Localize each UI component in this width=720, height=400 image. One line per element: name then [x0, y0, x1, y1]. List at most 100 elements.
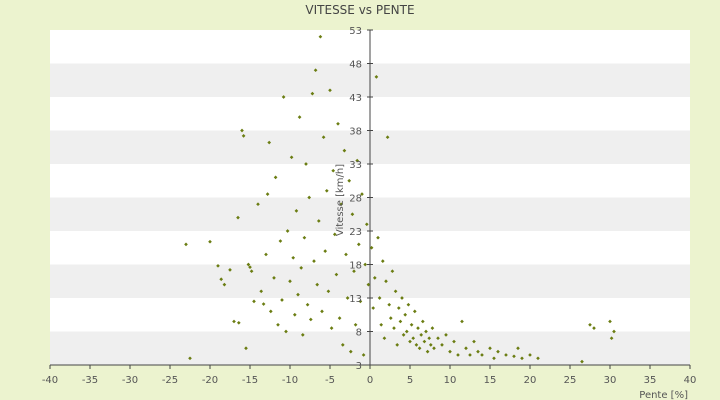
y-tick-label: 8: [356, 328, 362, 339]
data-point: [307, 195, 312, 200]
data-point: [492, 356, 496, 361]
data-point: [408, 339, 412, 344]
data-point: [428, 343, 433, 347]
data-point: [304, 162, 308, 166]
data-point: [363, 262, 368, 267]
data-point: [337, 316, 342, 320]
data-point: [340, 343, 345, 347]
data-point: [252, 299, 256, 304]
data-points: [184, 34, 616, 364]
data-point: [444, 333, 448, 337]
data-point: [377, 296, 382, 300]
data-point: [387, 302, 392, 307]
y-tick-label: 18: [349, 261, 362, 272]
y-tick-label: 3: [356, 361, 362, 372]
data-point: [425, 349, 430, 354]
data-point: [236, 320, 241, 325]
data-point: [329, 326, 334, 330]
data-point: [364, 222, 369, 227]
x-tick-label: -15: [242, 375, 258, 386]
data-point: [339, 202, 344, 207]
x-tick-label: 40: [684, 375, 697, 386]
data-point: [326, 289, 331, 294]
x-tick-label: -40: [42, 375, 58, 386]
data-point: [328, 88, 332, 93]
data-point: [400, 296, 404, 300]
data-point: [281, 95, 286, 99]
data-point: [308, 317, 313, 322]
data-point: [288, 279, 292, 284]
data-point: [520, 356, 524, 361]
data-point: [232, 319, 236, 324]
x-tick-label: -20: [202, 375, 218, 386]
data-point: [312, 259, 316, 263]
data-point: [347, 178, 352, 183]
y-tick-label: 48: [349, 60, 362, 71]
y-axis-label: Vitesse [km/h]: [335, 164, 346, 236]
data-point: [305, 302, 310, 307]
data-point: [424, 329, 428, 334]
data-point: [345, 296, 350, 300]
data-point: [393, 289, 398, 294]
data-point: [371, 306, 376, 310]
data-point: [289, 155, 294, 160]
data-point: [412, 309, 417, 314]
data-point: [331, 168, 336, 173]
data-point: [536, 356, 540, 361]
x-tick-label: 25: [564, 375, 577, 386]
data-point: [392, 326, 396, 330]
data-point: [420, 319, 425, 324]
y-tick-label: 23: [349, 227, 362, 238]
data-point: [355, 158, 360, 163]
x-tick-label: 35: [644, 375, 657, 386]
x-tick-label: 20: [524, 375, 537, 386]
data-point: [464, 346, 468, 351]
data-point: [297, 115, 302, 119]
data-point: [259, 289, 264, 294]
data-point: [419, 333, 424, 337]
data-point: [398, 319, 403, 324]
data-point: [316, 219, 321, 223]
y-tick-label: 13: [349, 294, 362, 305]
data-point: [440, 343, 444, 347]
data-point: [267, 140, 272, 145]
data-point: [320, 309, 324, 314]
data-point: [272, 276, 276, 280]
data-point: [296, 292, 300, 297]
data-point: [280, 298, 284, 302]
data-point: [302, 235, 307, 240]
data-point: [249, 269, 254, 274]
tick-labels: -40 -35 -30 -25 -20 -15 -10 -5 0 5 10 15 20 25 30 35 40 3…: [42, 26, 697, 386]
data-point: [411, 336, 416, 341]
x-tick-label: -10: [282, 375, 298, 386]
data-point: [294, 209, 299, 213]
data-point: [406, 302, 411, 307]
data-point: [300, 333, 305, 337]
data-point: [291, 255, 296, 260]
x-tick-label: 0: [367, 375, 373, 386]
x-tick-label: -5: [325, 375, 335, 386]
data-point: [409, 322, 414, 327]
chart-title: VITESSE vs PENTE: [305, 3, 414, 17]
data-point: [348, 349, 353, 354]
data-point: [323, 249, 328, 253]
data-point: [216, 264, 220, 268]
data-point: [488, 346, 492, 351]
y-tick-label: 38: [349, 127, 362, 138]
data-point: [321, 135, 326, 140]
y-tick-label: 53: [349, 26, 362, 37]
data-point: [612, 329, 616, 334]
data-point: [236, 215, 240, 220]
data-point: [580, 359, 584, 364]
data-point: [416, 326, 420, 330]
data-point: [468, 353, 472, 357]
data-point: [376, 235, 380, 240]
data-point: [332, 232, 337, 237]
data-point: [352, 269, 356, 274]
data-point: [228, 268, 232, 272]
data-point: [414, 343, 419, 347]
data-point: [219, 277, 224, 282]
data-point: [430, 326, 435, 330]
data-point: [344, 252, 348, 257]
